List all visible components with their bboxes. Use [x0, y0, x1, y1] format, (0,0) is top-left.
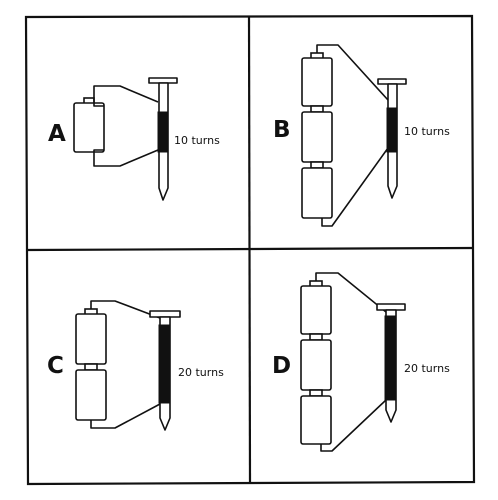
panel-c: C 20 turns	[47, 300, 224, 431]
turns-label: 20 turns	[178, 366, 224, 379]
wire-c	[90, 300, 161, 429]
wire-b	[316, 44, 389, 227]
battery-stack-c	[75, 308, 107, 421]
battery-cell	[301, 111, 333, 163]
wire-d	[315, 272, 387, 452]
nail-a	[148, 77, 178, 201]
battery-cell	[301, 57, 333, 107]
panel-grid-lines	[24, 14, 476, 486]
panel-d: D 20 turns	[272, 272, 450, 452]
coil-20-turns	[384, 315, 397, 401]
battery-cell	[75, 369, 107, 421]
turns-label: 10 turns	[174, 134, 220, 147]
turns-label: 20 turns	[404, 362, 450, 375]
turns-label: 10 turns	[404, 125, 450, 138]
nail-head	[376, 303, 406, 311]
wire-a	[93, 85, 159, 167]
battery-cell	[300, 285, 332, 335]
coil-10-turns	[157, 111, 169, 153]
panel-letter: A	[48, 121, 66, 147]
battery-a	[73, 97, 105, 153]
battery-cell	[300, 395, 332, 445]
panel-letter: B	[273, 117, 291, 143]
panel-a: A 10 turns	[48, 77, 220, 201]
coil-20-turns	[158, 324, 171, 404]
coil-10-turns	[386, 107, 398, 153]
battery-cell	[73, 102, 105, 153]
battery-stack-b	[301, 52, 333, 219]
panel-b: B 10 turns	[273, 44, 450, 227]
panel-letter: C	[47, 353, 64, 379]
battery-cell	[300, 339, 332, 391]
battery-cell	[75, 313, 107, 365]
nail-b	[377, 78, 407, 199]
nail-c	[149, 310, 181, 431]
battery-stack-d	[300, 280, 332, 445]
nail-d	[376, 303, 406, 423]
nail-head	[149, 310, 181, 318]
battery-cell	[301, 167, 333, 219]
panel-letter: D	[272, 353, 291, 379]
